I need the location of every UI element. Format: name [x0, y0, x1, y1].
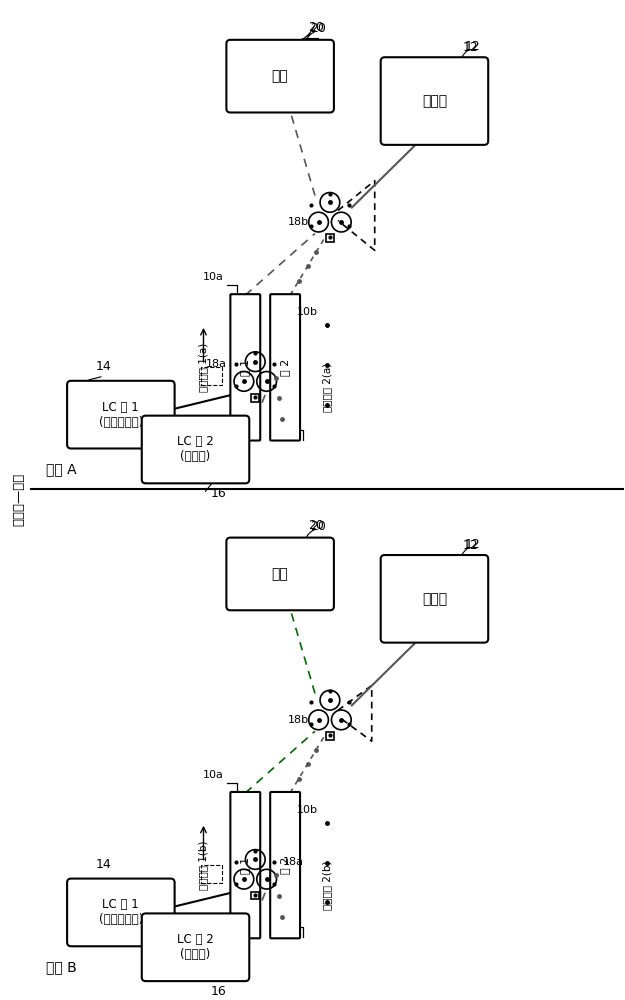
FancyBboxPatch shape: [381, 57, 488, 145]
Text: 流通路径 1(b): 流通路径 1(b): [199, 840, 209, 890]
Text: 质谱仪: 质谱仪: [422, 592, 447, 606]
Text: 14: 14: [96, 858, 112, 871]
FancyBboxPatch shape: [270, 294, 300, 441]
Text: 18a: 18a: [206, 359, 226, 369]
Text: 柱 2: 柱 2: [280, 857, 290, 874]
FancyBboxPatch shape: [226, 40, 334, 112]
Text: 18b: 18b: [288, 715, 309, 725]
Text: 10b: 10b: [297, 307, 318, 317]
FancyBboxPatch shape: [67, 879, 174, 946]
Text: 10a: 10a: [202, 770, 223, 780]
Text: 12: 12: [464, 538, 480, 551]
Text: LC 泵 1
(自动进样器): LC 泵 1 (自动进样器): [99, 898, 143, 926]
Bar: [326, 732, 334, 740]
FancyBboxPatch shape: [142, 913, 249, 981]
Text: LC 泵 2
(洗脱泵): LC 泵 2 (洗脱泵): [177, 435, 214, 463]
Text: 流通路径 2(b): 流通路径 2(b): [322, 860, 332, 910]
Text: 示意图—硬件: 示意图—硬件: [12, 473, 26, 526]
Text: LC 泵 1
(自动进样器): LC 泵 1 (自动进样器): [99, 401, 143, 429]
Text: 10a: 10a: [202, 272, 223, 282]
Text: 柱 1: 柱 1: [240, 359, 250, 376]
Text: 流通路径 2(a): 流通路径 2(a): [322, 363, 332, 412]
FancyBboxPatch shape: [67, 381, 174, 448]
FancyBboxPatch shape: [381, 555, 488, 643]
Text: 状态 A: 状态 A: [46, 462, 76, 476]
FancyBboxPatch shape: [231, 294, 260, 441]
Text: 18a: 18a: [283, 857, 304, 867]
FancyBboxPatch shape: [142, 416, 249, 483]
Text: 状态 B: 状态 B: [46, 960, 76, 974]
Text: LC 泵 2
(洗脱泵): LC 泵 2 (洗脱泵): [177, 933, 214, 961]
Text: 20: 20: [310, 22, 326, 35]
FancyBboxPatch shape: [270, 792, 300, 938]
Text: 20: 20: [308, 21, 324, 34]
Bar: [251, 394, 259, 402]
FancyBboxPatch shape: [231, 792, 260, 938]
Text: 柱 1: 柱 1: [240, 857, 250, 874]
Text: 12: 12: [462, 539, 478, 552]
Text: 废物: 废物: [272, 567, 289, 581]
FancyBboxPatch shape: [226, 538, 334, 610]
Text: 20: 20: [308, 519, 324, 532]
Text: 20: 20: [310, 520, 326, 533]
Text: 12: 12: [464, 40, 480, 53]
Text: 18b: 18b: [288, 217, 309, 227]
Text: 流通路径 1(a): 流通路径 1(a): [199, 343, 209, 392]
Text: 质谱仪: 质谱仪: [422, 94, 447, 108]
Bar: [326, 234, 334, 242]
Text: 16: 16: [211, 487, 226, 500]
Text: 14: 14: [96, 360, 112, 373]
Text: 10b: 10b: [297, 805, 318, 815]
Text: 废物: 废物: [272, 69, 289, 83]
Text: 柱 2: 柱 2: [280, 359, 290, 376]
Text: 16: 16: [211, 985, 226, 998]
Text: 12: 12: [462, 41, 478, 54]
Bar: [251, 892, 259, 899]
